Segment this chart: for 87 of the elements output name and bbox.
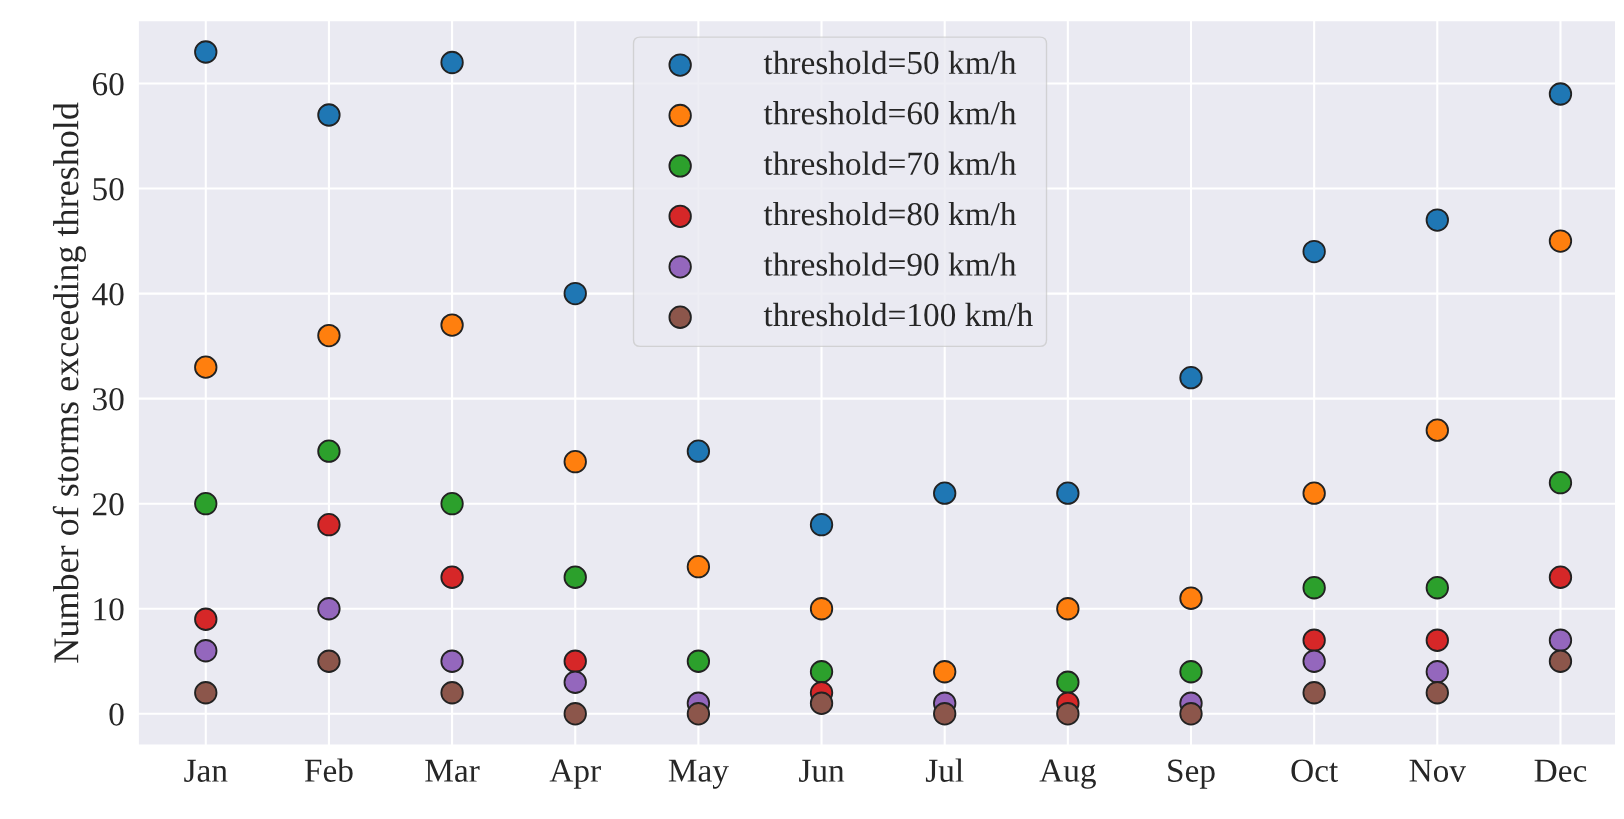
point [440, 492, 464, 516]
point [1179, 660, 1203, 684]
x-tick-label: Aug [1039, 759, 1096, 789]
point [686, 555, 711, 579]
point [317, 439, 341, 463]
point [1425, 208, 1449, 232]
point [1302, 481, 1326, 505]
y-tick-label: 40 [92, 282, 124, 306]
point [809, 660, 834, 684]
point [563, 565, 587, 589]
point [194, 40, 218, 64]
point [1056, 670, 1080, 694]
point [194, 355, 218, 379]
x-tick-label: Mar [425, 759, 480, 782]
x-tick-label: Apr [549, 759, 601, 789]
legend-label: threshold=100 km/h [763, 302, 1033, 327]
y-tick-label: 30 [93, 388, 124, 411]
point [563, 649, 587, 673]
legend-label: threshold=50 km/h [763, 50, 1017, 75]
y-axis-title: Number of storms exceeding threshold [52, 102, 86, 663]
x-tick-label: Oct [1291, 759, 1339, 782]
point [317, 323, 341, 348]
point [809, 597, 834, 621]
point [440, 649, 464, 673]
point [686, 439, 711, 463]
legend-label: threshold=70 km/h [763, 151, 1017, 175]
y-tick-label: 0 [109, 703, 124, 726]
point [809, 691, 834, 715]
point [1302, 681, 1326, 705]
point [440, 50, 464, 75]
point [194, 492, 218, 516]
point [194, 639, 218, 663]
point [933, 481, 957, 505]
point [1425, 576, 1449, 600]
legend-label: threshold=60 km/h [763, 101, 1017, 125]
x-tick-label: Jan [184, 759, 228, 782]
point [563, 281, 587, 306]
point [1425, 681, 1449, 705]
x-tick-label: Sep [1168, 759, 1215, 789]
point [563, 670, 587, 694]
point [933, 660, 957, 684]
legend-label: threshold=90 km/h [763, 252, 1017, 276]
point [1056, 481, 1080, 505]
x-tick-label: Jul [925, 758, 964, 782]
point [440, 565, 464, 589]
y-tick-label: 50 [93, 177, 124, 201]
point [1548, 229, 1573, 253]
point [686, 702, 711, 726]
y-tick-label: 60 [92, 72, 124, 96]
point [1302, 239, 1326, 264]
point [933, 702, 957, 726]
point [317, 649, 341, 673]
x-tick-label: Feb [304, 758, 353, 782]
point [686, 649, 711, 673]
point [563, 702, 587, 726]
point [1179, 365, 1203, 390]
point [1302, 576, 1326, 600]
point [1179, 586, 1203, 610]
point [1548, 471, 1573, 495]
x-tick-label: May [668, 759, 729, 789]
point [1425, 418, 1449, 442]
point [1548, 628, 1573, 652]
point [1056, 702, 1080, 726]
y-tick-label: 10 [94, 598, 124, 621]
point [1548, 565, 1573, 589]
point [317, 597, 341, 621]
point [809, 513, 834, 537]
point [194, 607, 218, 631]
point [1548, 82, 1573, 106]
y-tick-label: 20 [92, 493, 124, 516]
point [1548, 649, 1573, 673]
x-tick-label: Dec [1534, 759, 1587, 782]
point [1425, 660, 1449, 684]
legend-label: threshold=80 km/h [763, 201, 1017, 226]
x-tick-label: Nov [1409, 759, 1467, 782]
point [1425, 628, 1449, 652]
point [1056, 597, 1080, 621]
point [563, 450, 587, 474]
point [1302, 628, 1326, 652]
point [440, 313, 464, 337]
point [440, 681, 464, 705]
point [317, 103, 341, 127]
point [194, 681, 218, 705]
point [317, 513, 341, 537]
point [1179, 702, 1203, 726]
x-tick-label: Jun [799, 759, 845, 782]
point [1302, 649, 1326, 673]
